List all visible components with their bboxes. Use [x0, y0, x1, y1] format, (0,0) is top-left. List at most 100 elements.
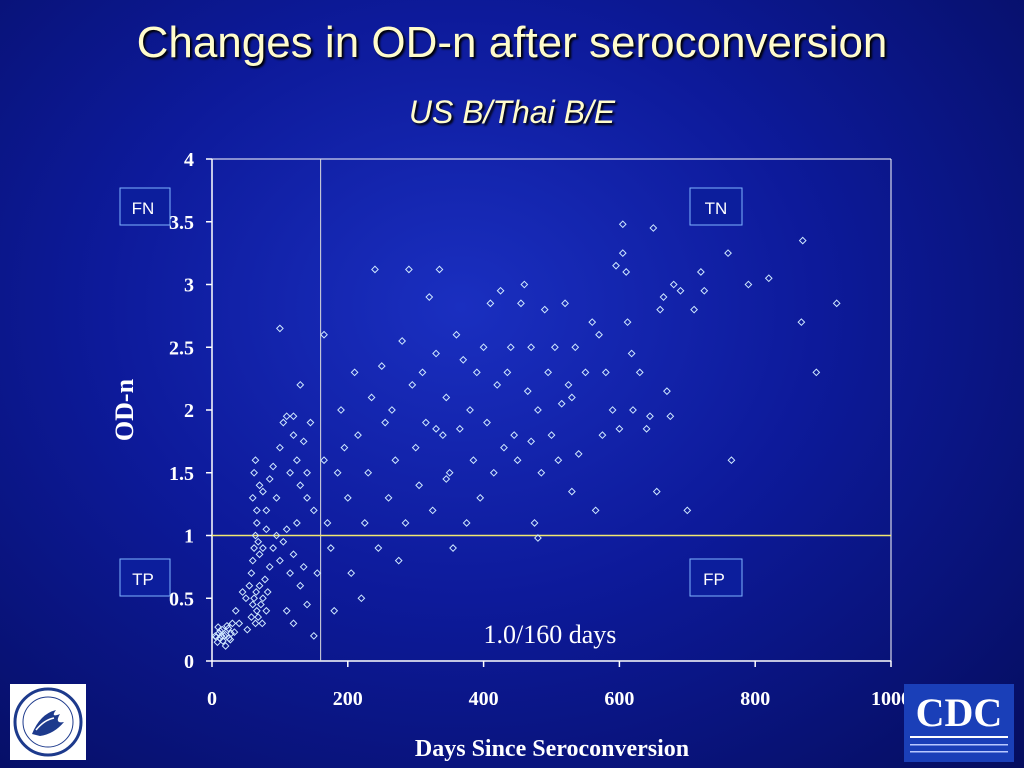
data-point: [247, 569, 256, 578]
data-point: [452, 330, 461, 339]
y-tick-label: 1.5: [169, 463, 194, 485]
data-point: [832, 299, 841, 308]
data-point: [245, 581, 254, 590]
data-point: [282, 525, 291, 534]
data-point: [303, 468, 311, 477]
data-point: [618, 220, 627, 229]
data-point: [279, 418, 288, 427]
data-point: [354, 431, 362, 440]
data-point: [289, 619, 298, 628]
y-tick-label: 4: [184, 149, 194, 171]
data-point: [347, 569, 356, 578]
data-point: [561, 299, 569, 308]
data-point: [223, 621, 231, 630]
data-point: [527, 343, 536, 352]
data-point: [250, 468, 259, 477]
data-point: [797, 318, 806, 327]
data-point: [261, 575, 269, 584]
data-point: [303, 493, 311, 502]
data-point: [421, 418, 430, 427]
reference-lines: [212, 159, 891, 661]
data-point: [652, 487, 661, 496]
data-point: [615, 424, 624, 433]
data-point: [259, 544, 267, 552]
data-point: [231, 606, 240, 615]
data-point: [377, 362, 386, 370]
data-point: [259, 487, 267, 496]
data-point: [523, 387, 532, 396]
data-point: [601, 368, 610, 377]
data-point: [263, 588, 272, 596]
data-point: [250, 544, 259, 552]
data-point: [690, 305, 698, 314]
data-point: [252, 519, 261, 527]
data-point: [296, 581, 305, 590]
data-point: [476, 493, 485, 502]
tp-text: TP: [132, 570, 154, 589]
data-point: [700, 286, 709, 295]
data-point: [513, 456, 522, 465]
data-point: [269, 462, 278, 471]
data-point: [435, 265, 444, 274]
data-point: [217, 631, 226, 640]
tick-labels: 0 0.5 1 1.5 2 2.5 3 3.5 4 0 200 400 600 800 1000: [169, 149, 911, 710]
data-point: [510, 431, 519, 440]
data-point: [724, 249, 732, 258]
data-point: [663, 387, 671, 396]
data-point: [530, 519, 539, 527]
data-point: [306, 418, 315, 427]
data-point: [564, 380, 573, 389]
data-point: [238, 588, 247, 596]
data-point: [669, 280, 678, 289]
slide-title: Changes in OD-n after seroconversion: [136, 18, 888, 67]
data-point: [727, 456, 736, 465]
quadrant-label-fn: FN: [119, 187, 171, 226]
x-tick-label: 0: [207, 688, 217, 710]
data-point: [296, 380, 305, 389]
data-point: [408, 380, 417, 389]
data-point: [272, 531, 281, 540]
data-point: [374, 544, 383, 552]
data-point: [554, 456, 563, 465]
data-point: [296, 481, 305, 490]
data-point: [627, 349, 636, 358]
data-point: [292, 456, 301, 465]
x-tick-label: 1000: [871, 688, 911, 710]
data-point: [247, 613, 256, 621]
data-point: [299, 562, 308, 571]
data-point: [262, 606, 271, 615]
data-point: [337, 406, 345, 414]
x-tick-label: 400: [469, 688, 499, 710]
data-point: [581, 368, 590, 377]
fp-text: FP: [703, 570, 725, 589]
data-point: [254, 537, 263, 546]
data-point: [574, 450, 583, 458]
data-point: [438, 431, 447, 440]
data-point: [459, 355, 468, 364]
quadrant-label-tp: TP: [119, 558, 171, 597]
data-point: [534, 406, 542, 414]
data-point: [340, 443, 349, 452]
hhs-seal-logo: [10, 684, 86, 760]
data-point: [221, 630, 230, 639]
data-point: [333, 468, 342, 477]
data-point: [666, 412, 675, 421]
data-point: [320, 456, 328, 465]
data-point: [218, 637, 227, 645]
data-point: [292, 519, 301, 527]
data-point: [265, 475, 274, 483]
data-point: [696, 268, 705, 276]
data-point: [598, 431, 607, 440]
data-point: [330, 606, 339, 615]
data-point: [500, 443, 508, 452]
data-point: [282, 412, 291, 421]
x-tick-label: 600: [604, 688, 634, 710]
chart-axes: [206, 158, 892, 667]
data-point: [411, 443, 420, 452]
quadrant-label-tn: TN: [689, 187, 743, 226]
data-point: [275, 443, 284, 452]
data-point: [226, 635, 235, 644]
data-point: [286, 569, 294, 578]
data-point: [398, 337, 407, 345]
data-point: [323, 519, 332, 527]
